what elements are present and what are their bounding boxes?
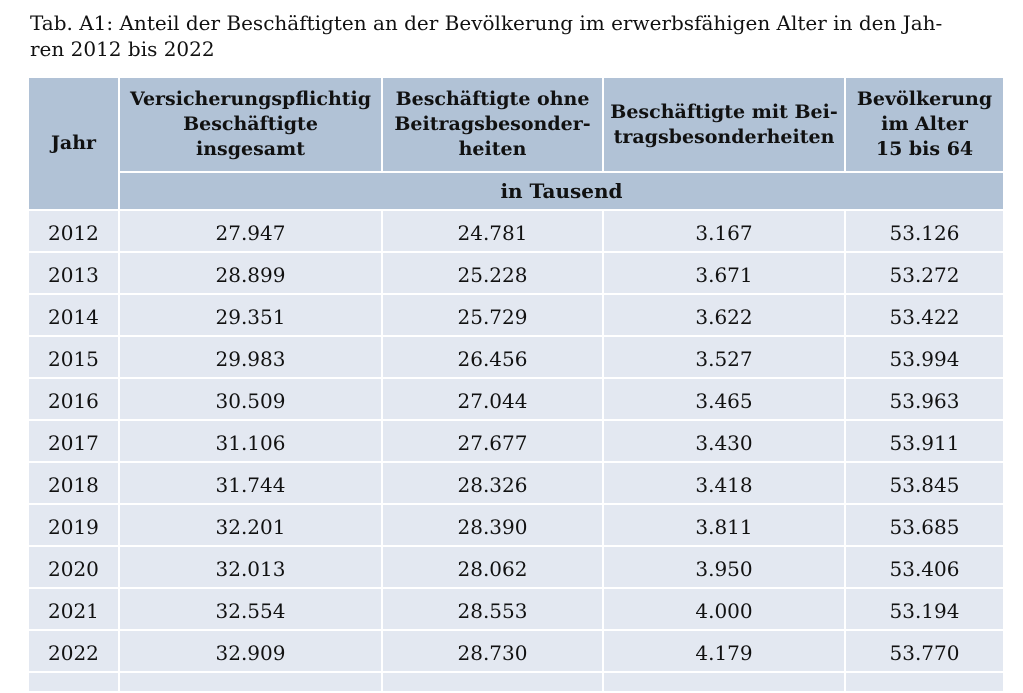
cell-without-special: 24.781 <box>381 209 604 253</box>
cell-population: 53.963 <box>844 377 1005 421</box>
table-row: 2014 29.351 25.729 3.622 53.422 <box>27 293 1005 337</box>
cell-with-special: 4.000 <box>602 587 846 631</box>
table-body: 2012 27.947 24.781 3.167 53.126 2013 28.899 25.… <box>27 209 1005 693</box>
cell-total-employees: 32.201 <box>118 503 383 547</box>
header-population: Bevölkerung im Alter 15 bis 64 <box>844 76 1005 173</box>
cell-total-employees: 32.013 <box>118 545 383 589</box>
cell-without-special: 25.729 <box>381 293 604 337</box>
empty-cell <box>27 671 120 693</box>
cell-population: 53.845 <box>844 461 1005 505</box>
empty-cell <box>844 671 1005 693</box>
cell-population: 53.994 <box>844 335 1005 379</box>
cell-without-special: 26.456 <box>381 335 604 379</box>
table-row: 2021 32.554 28.553 4.000 53.194 <box>27 587 1005 631</box>
cell-total-employees: 29.351 <box>118 293 383 337</box>
cell-population: 53.406 <box>844 545 1005 589</box>
cell-population: 53.126 <box>844 209 1005 253</box>
cell-total-employees: 28.899 <box>118 251 383 295</box>
cell-without-special: 27.044 <box>381 377 604 421</box>
cell-population: 53.194 <box>844 587 1005 631</box>
table-row: 2019 32.201 28.390 3.811 53.685 <box>27 503 1005 547</box>
header-without-special: Beschäftigte ohne Beitragsbesonder- heit… <box>381 76 604 173</box>
cell-year: 2017 <box>27 419 120 463</box>
cell-without-special: 25.228 <box>381 251 604 295</box>
header-total-employees: Versicherungspflichtig Beschäftigte insg… <box>118 76 383 173</box>
empty-cell <box>602 671 846 693</box>
header-year: Jahr <box>27 76 120 211</box>
table-row: 2015 29.983 26.456 3.527 53.994 <box>27 335 1005 379</box>
cell-without-special: 28.062 <box>381 545 604 589</box>
cell-population: 53.422 <box>844 293 1005 337</box>
cell-with-special: 3.430 <box>602 419 846 463</box>
cell-year: 2012 <box>27 209 120 253</box>
cell-total-employees: 29.983 <box>118 335 383 379</box>
table-row: 2012 27.947 24.781 3.167 53.126 <box>27 209 1005 253</box>
cell-with-special: 3.527 <box>602 335 846 379</box>
cell-total-employees: 32.554 <box>118 587 383 631</box>
table-row-partial <box>27 671 1005 693</box>
cell-year: 2021 <box>27 587 120 631</box>
cell-population: 53.272 <box>844 251 1005 295</box>
empty-cell <box>381 671 604 693</box>
cell-total-employees: 30.509 <box>118 377 383 421</box>
cell-with-special: 3.811 <box>602 503 846 547</box>
table-caption: Tab. A1: Anteil der Beschäftigten an der… <box>30 10 980 62</box>
cell-with-special: 3.671 <box>602 251 846 295</box>
unit-subheader: in Tausend <box>118 171 1005 211</box>
cell-population: 53.685 <box>844 503 1005 547</box>
cell-year: 2020 <box>27 545 120 589</box>
cell-without-special: 28.326 <box>381 461 604 505</box>
cell-without-special: 27.677 <box>381 419 604 463</box>
employment-table: Jahr Versicherungspflichtig Beschäftigte… <box>27 76 1005 693</box>
cell-with-special: 3.622 <box>602 293 846 337</box>
cell-population: 53.911 <box>844 419 1005 463</box>
table-row: 2020 32.013 28.062 3.950 53.406 <box>27 545 1005 589</box>
cell-with-special: 3.167 <box>602 209 846 253</box>
table-row: 2017 31.106 27.677 3.430 53.911 <box>27 419 1005 463</box>
cell-total-employees: 27.947 <box>118 209 383 253</box>
cell-year: 2016 <box>27 377 120 421</box>
cell-year: 2015 <box>27 335 120 379</box>
cell-year: 2018 <box>27 461 120 505</box>
cell-with-special: 3.465 <box>602 377 846 421</box>
cell-year: 2013 <box>27 251 120 295</box>
table-row: 2022 32.909 28.730 4.179 53.770 <box>27 629 1005 673</box>
cell-year: 2019 <box>27 503 120 547</box>
cell-year: 2022 <box>27 629 120 673</box>
cell-total-employees: 31.106 <box>118 419 383 463</box>
header-with-special: Beschäftigte mit Bei- tragsbesonderheite… <box>602 76 846 173</box>
cell-with-special: 3.418 <box>602 461 846 505</box>
empty-cell <box>118 671 383 693</box>
cell-with-special: 3.950 <box>602 545 846 589</box>
cell-total-employees: 31.744 <box>118 461 383 505</box>
cell-without-special: 28.553 <box>381 587 604 631</box>
cell-total-employees: 32.909 <box>118 629 383 673</box>
table-row: 2013 28.899 25.228 3.671 53.272 <box>27 251 1005 295</box>
cell-without-special: 28.730 <box>381 629 604 673</box>
table-row: 2016 30.509 27.044 3.465 53.963 <box>27 377 1005 421</box>
cell-population: 53.770 <box>844 629 1005 673</box>
cell-year: 2014 <box>27 293 120 337</box>
caption-line-1: Tab. A1: Anteil der Beschäftigten an der… <box>30 11 943 35</box>
cell-without-special: 28.390 <box>381 503 604 547</box>
caption-line-2: ren 2012 bis 2022 <box>30 37 215 61</box>
cell-with-special: 4.179 <box>602 629 846 673</box>
table-row: 2018 31.744 28.326 3.418 53.845 <box>27 461 1005 505</box>
